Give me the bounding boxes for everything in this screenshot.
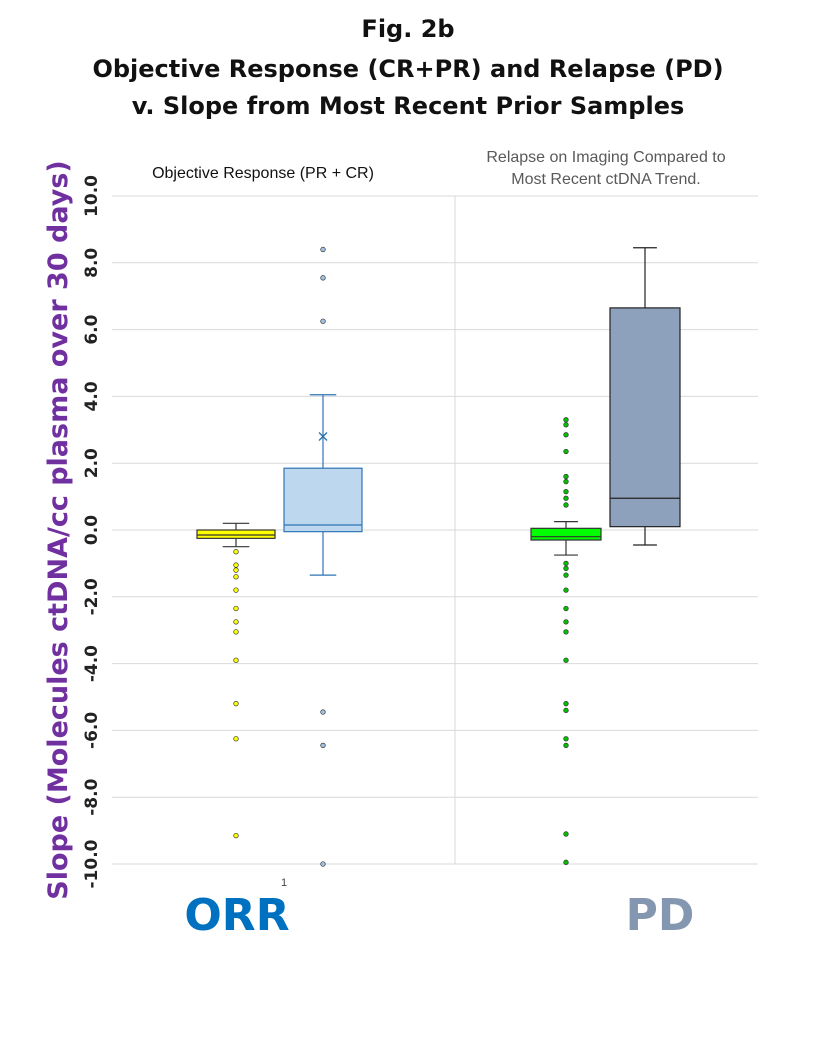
outlier-point [233, 701, 239, 707]
box-iqr [196, 529, 276, 539]
outlier-point [563, 657, 569, 663]
outlier-point [320, 709, 326, 715]
y-axis-label: Slope (Molecules ctDNA/cc plasma over 30… [43, 160, 74, 899]
outlier-point [563, 742, 569, 749]
box-iqr [283, 467, 363, 533]
outlier-point [563, 473, 569, 480]
box-series [530, 417, 602, 865]
box-iqr [530, 527, 602, 541]
outlier-point [563, 701, 569, 707]
y-tick-label: -10.0 [82, 839, 102, 888]
outlier-point [320, 742, 326, 749]
y-tick-label: -2.0 [82, 578, 102, 615]
outlier-point [233, 562, 239, 568]
panel-subtitle-line: Relapse on Imaging Compared to [486, 149, 725, 166]
outlier-point [320, 861, 326, 867]
y-tick-label: -8.0 [82, 778, 102, 815]
outlier-point [563, 417, 569, 423]
outlier-point [563, 448, 569, 455]
y-tick-label: 6.0 [82, 314, 102, 344]
outlier-point [320, 275, 326, 281]
outlier-point [563, 831, 569, 837]
outlier-point [233, 587, 239, 593]
x-tick-label: 1 [281, 877, 287, 889]
outlier-point [563, 587, 569, 593]
mean-marker [318, 431, 328, 441]
outlier-point [563, 605, 569, 612]
y-axis: 10.0 8.0 6.0 4.0 2.0 0.0 -2.0 -4.0 -6.0 -8.0 -10.0… [82, 175, 287, 889]
panel-subtitle: Objective Response (PR + CR) [152, 165, 374, 182]
outlier-point [233, 619, 239, 625]
outlier-point [563, 707, 569, 714]
category-label-orr: ORR [184, 890, 289, 941]
chart-panels: Objective Response (PR + CR) ORR Relapse o… [152, 149, 726, 941]
outlier-point [233, 605, 239, 612]
y-tick-label: 10.0 [82, 175, 102, 217]
y-tick-label: 2.0 [82, 448, 102, 478]
y-tick-label: -6.0 [82, 712, 102, 749]
category-label-pd: PD [626, 890, 695, 941]
outlier-point [563, 560, 569, 567]
box-series [609, 247, 681, 546]
outlier-point [563, 859, 569, 865]
outlier-point [320, 246, 326, 253]
outlier-point [233, 549, 239, 555]
outlier-point [563, 432, 569, 438]
chart-title-line-1: Objective Response (CR+PR) and Relapse (… [92, 55, 724, 83]
outlier-point [320, 318, 326, 324]
outlier-point [233, 736, 239, 742]
outlier-point [563, 572, 569, 578]
outlier-point [563, 478, 569, 485]
outlier-point [563, 488, 569, 495]
outlier-point [233, 657, 239, 663]
panel-pd: Relapse on Imaging Compared to Most Recen… [486, 149, 725, 941]
box-iqr [609, 307, 681, 528]
outlier-point [563, 629, 569, 635]
outlier-point [563, 619, 569, 625]
outlier-point [233, 574, 239, 580]
panel-orr: Objective Response (PR + CR) ORR [152, 165, 374, 941]
y-tick-label: 4.0 [82, 381, 102, 411]
box-series [283, 246, 363, 867]
outlier-point [563, 422, 569, 428]
outlier-point [563, 502, 569, 508]
outlier-point [233, 567, 239, 573]
y-tick-label: 0.0 [82, 515, 102, 545]
outlier-point [233, 832, 239, 839]
y-tick-label: -4.0 [82, 645, 102, 682]
y-tick-label: 8.0 [82, 248, 102, 278]
panel-subtitle-line: Most Recent ctDNA Trend. [511, 171, 700, 188]
outlier-point [563, 495, 569, 501]
figure-label: Fig. 2b [361, 15, 455, 43]
box-series [196, 522, 276, 839]
outlier-point [563, 736, 569, 742]
outlier-point [563, 565, 569, 572]
outlier-point [233, 629, 239, 635]
chart-title-line-2: v. Slope from Most Recent Prior Samples [131, 92, 685, 120]
